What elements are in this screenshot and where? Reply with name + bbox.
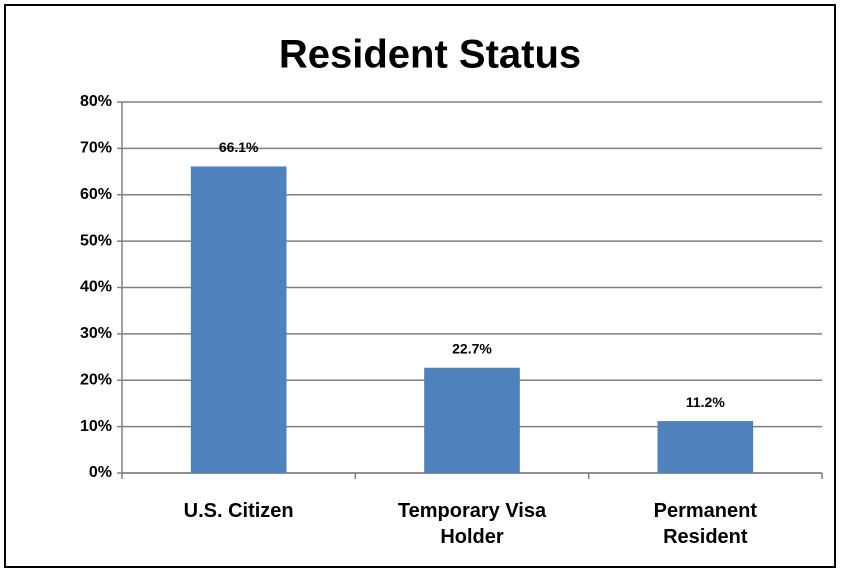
chart-title: Resident Status bbox=[279, 33, 581, 77]
chart-frame bbox=[4, 4, 836, 568]
data-label: 66.1% bbox=[219, 139, 259, 155]
x-tick-label-box: U.S. Citizen bbox=[183, 500, 294, 522]
y-tick-label: 0% bbox=[89, 464, 112, 481]
y-tick-label: 70% bbox=[80, 140, 112, 157]
bar bbox=[657, 421, 754, 473]
data-label: 11.2% bbox=[686, 394, 725, 410]
bar bbox=[190, 166, 287, 473]
x-tick-label: Temporary Visa Holder bbox=[397, 500, 547, 548]
y-tick-label: 50% bbox=[80, 232, 112, 249]
y-tick-label: 30% bbox=[80, 325, 112, 342]
y-tick-label: 60% bbox=[80, 186, 112, 203]
y-tick-label: 10% bbox=[80, 418, 112, 435]
x-tick-label: U.S. Citizen bbox=[183, 500, 294, 522]
y-tick-label: 40% bbox=[80, 279, 112, 296]
x-tick-label-box: Permanent Resident bbox=[653, 500, 758, 548]
y-tick-label: 20% bbox=[80, 371, 112, 388]
x-tick-label: Permanent Resident bbox=[653, 500, 758, 548]
x-tick-label-box: Temporary Visa Holder bbox=[397, 500, 547, 548]
bar bbox=[424, 367, 520, 473]
y-tick-label: 80% bbox=[80, 93, 112, 110]
data-label: 22.7% bbox=[452, 340, 492, 356]
